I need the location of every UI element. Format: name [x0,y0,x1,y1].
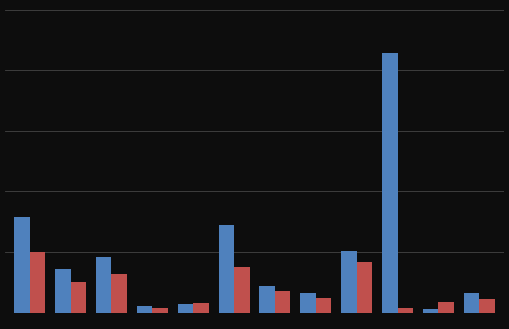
Bar [398,308,413,313]
Bar [30,252,45,313]
Bar [423,309,438,313]
Bar [275,291,291,313]
Bar [300,293,316,313]
Bar [218,225,234,313]
Bar [341,251,357,313]
Bar [438,302,454,313]
Bar [14,217,30,313]
Bar [137,307,152,313]
Bar [382,53,398,313]
Bar [234,266,249,313]
Bar [316,298,331,313]
Bar [260,286,275,313]
Bar [71,282,86,313]
Bar [111,274,127,313]
Bar [55,269,71,313]
Bar [193,303,209,313]
Bar [479,299,495,313]
Bar [357,262,372,313]
Bar [464,293,479,313]
Bar [152,308,168,313]
Bar [178,304,193,313]
Bar [96,257,111,313]
